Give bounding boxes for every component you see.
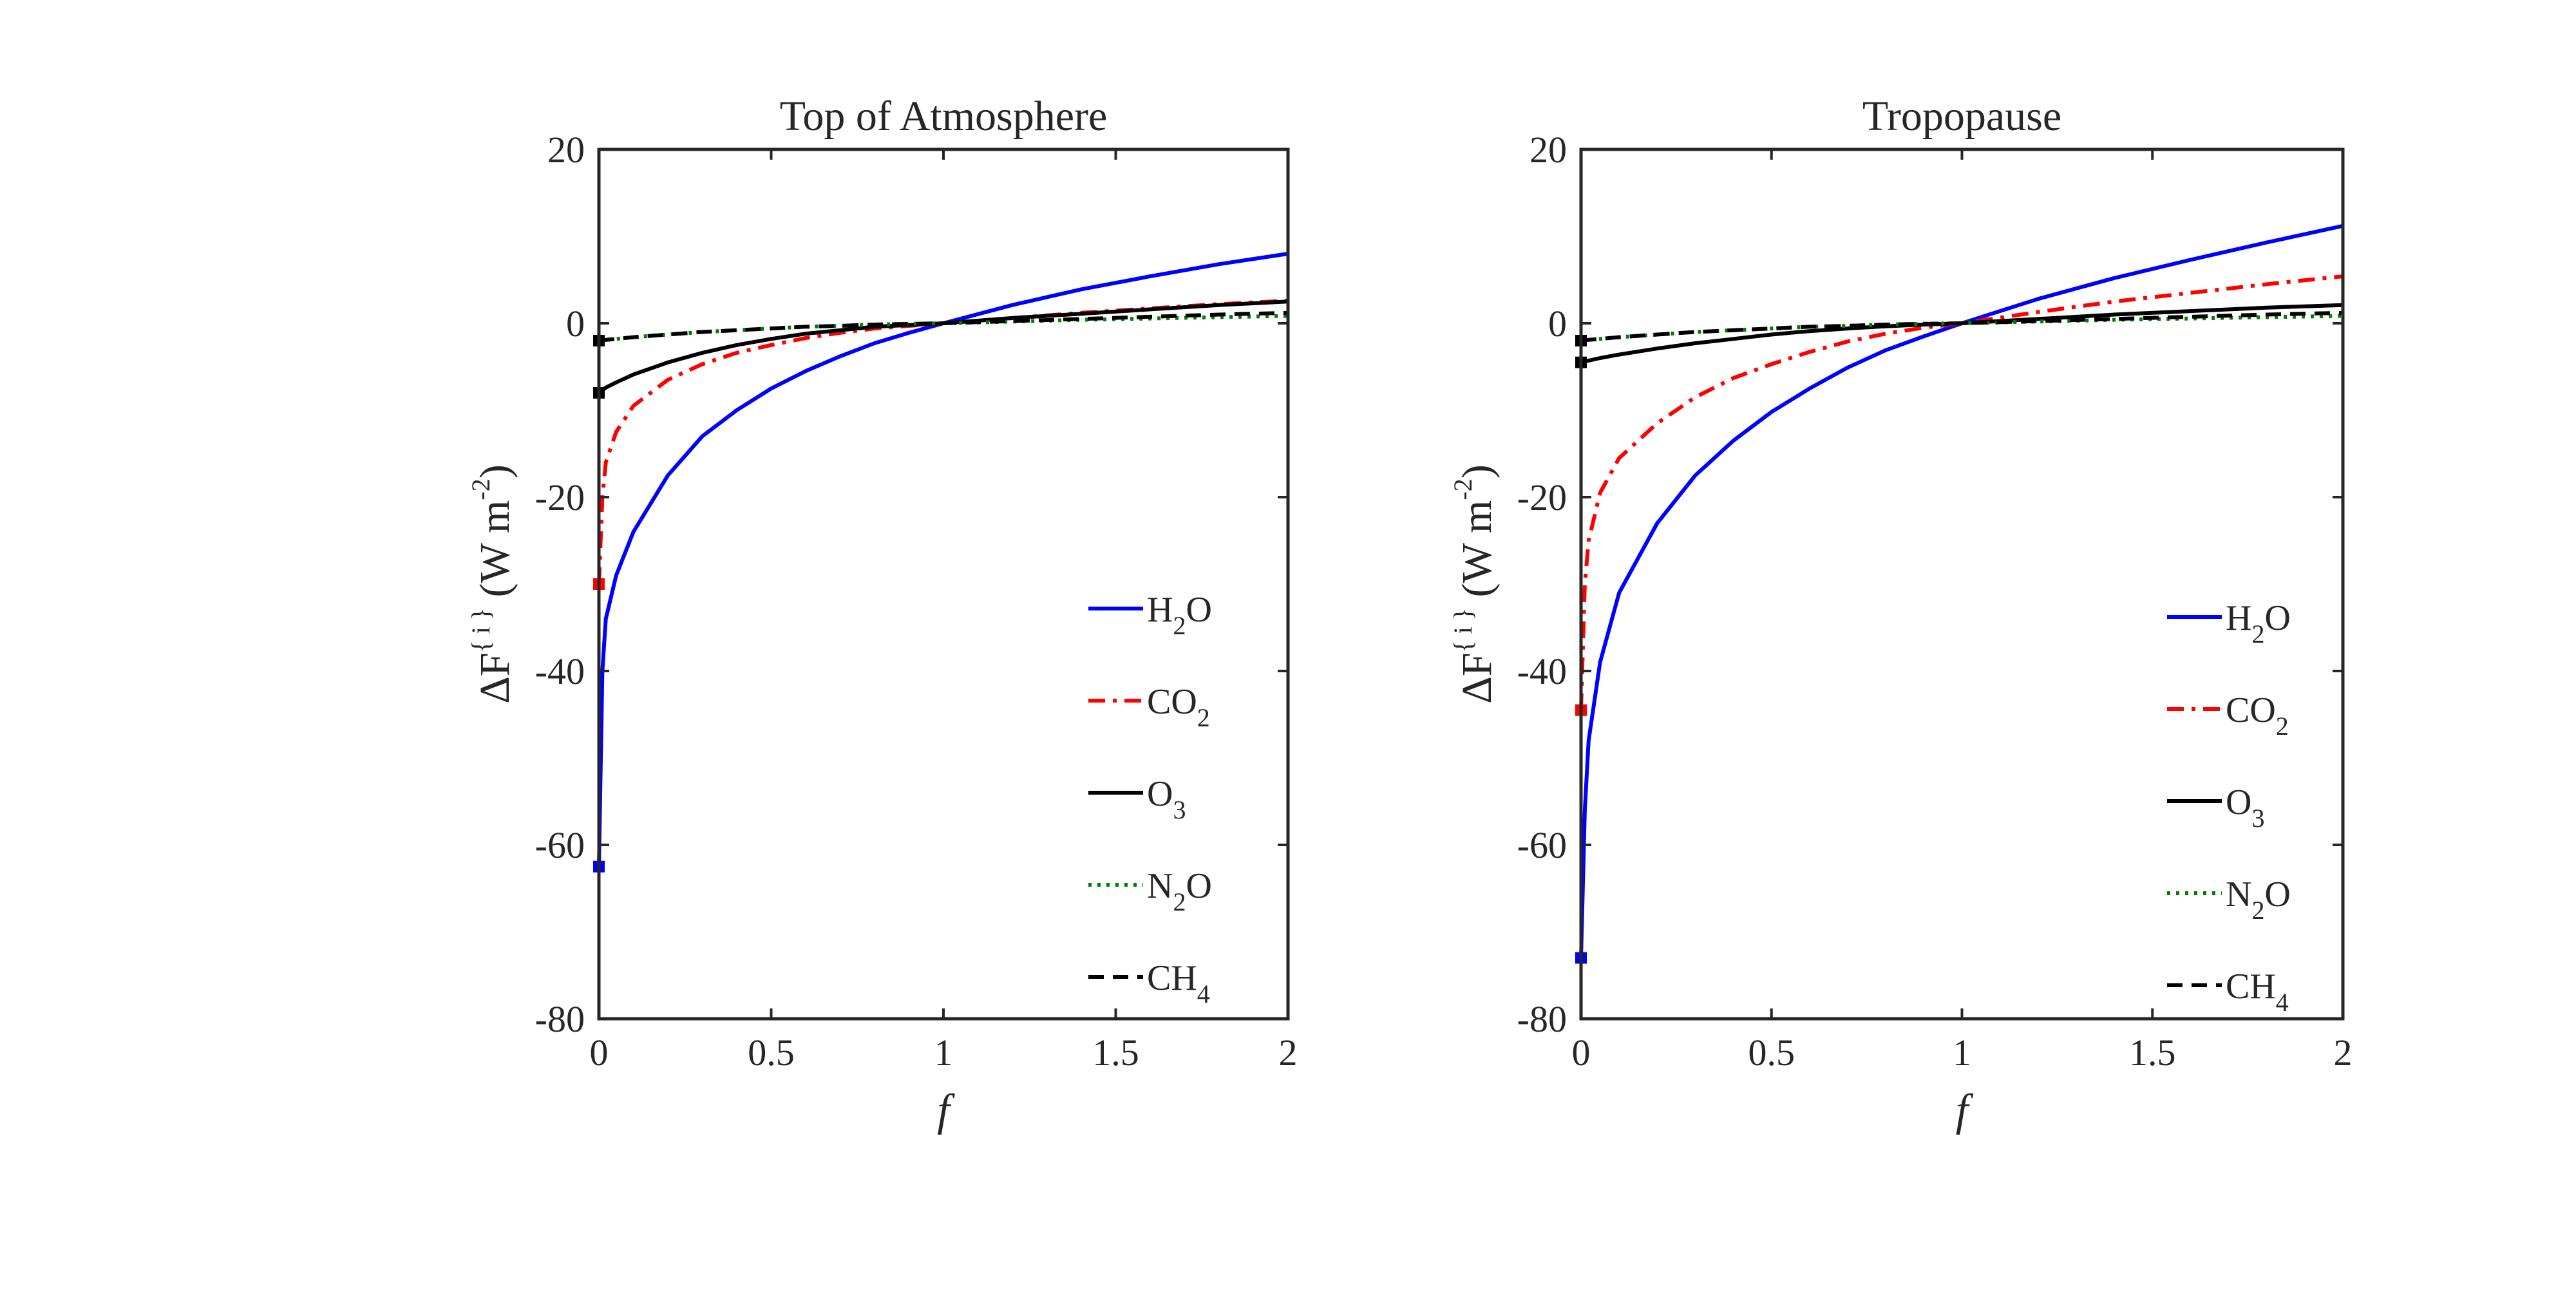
series-line-ch4: [598, 310, 1289, 343]
y-tick-label: -80: [1517, 998, 1567, 1040]
legend-label-n2o: N2O: [1147, 866, 1212, 916]
x-tick-label: 2: [2334, 1032, 2353, 1073]
y-tick-label: -60: [1517, 824, 1567, 866]
chart-panel-2: 0 0.5 1 1.5 2 20 0 -20 -40 -60 -80 Tropopause f ΔF{ i…: [1448, 93, 2353, 1135]
y-tick-label: 0: [566, 303, 585, 345]
y-tick-label: 0: [1548, 303, 1567, 345]
x-axis-label: f: [937, 1086, 955, 1135]
x-tick-label: 0.5: [748, 1032, 795, 1073]
x-tick-label: 2: [1279, 1032, 1298, 1073]
x-tick-label: 1: [1953, 1032, 1971, 1073]
series-line-h2o: [597, 252, 1289, 867]
y-tick-label: -20: [535, 477, 585, 518]
series-line-o3: [1580, 303, 2344, 364]
series-line-n2o: [598, 314, 1289, 343]
x-tick-label: 0: [590, 1032, 609, 1073]
chart-title: Top of Atmosphere: [780, 93, 1108, 140]
x-tick-label: 0.5: [1748, 1032, 1795, 1073]
x-tick-label: 0: [1572, 1032, 1591, 1073]
series-line-o3: [598, 299, 1289, 395]
legend-label-ch4: CH4: [1147, 958, 1210, 1008]
y-tick-label: -60: [535, 824, 585, 866]
series-line-n2o: [1580, 314, 2344, 343]
y-axis-label: ΔF{ i } (W m-2): [466, 464, 518, 703]
legend: H2O CO2 O3 N2O CH4: [1088, 590, 1212, 1008]
y-tick-label: -80: [535, 998, 585, 1040]
legend-label-co2: CO2: [1147, 682, 1210, 732]
legend-label-h2o: H2O: [2226, 598, 2291, 648]
series-line-h2o: [1579, 223, 2344, 958]
x-tick-label: 1: [934, 1032, 953, 1073]
series-line-co2: [1579, 274, 2344, 710]
y-tick-label: -20: [1517, 477, 1567, 518]
series-line-co2: [597, 298, 1289, 585]
legend-label-co2: CO2: [2226, 690, 2289, 741]
x-axis-label: f: [1956, 1086, 1974, 1135]
chart-panel-1: 0 0.5 1 1.5 2 20 0 -20 -40 -60 -80 Top of Atmospher…: [466, 93, 1298, 1135]
y-tick-label: -40: [1517, 650, 1567, 692]
legend-label-o3: O3: [1147, 774, 1186, 824]
y-axis-label: ΔF{ i } (W m-2): [1448, 464, 1501, 703]
x-tick-label: 1.5: [2129, 1032, 2176, 1073]
legend-label-n2o: N2O: [2226, 874, 2291, 925]
y-tick-label: 20: [547, 129, 585, 171]
series-line-ch4: [1580, 310, 2344, 343]
x-tick-label: 1.5: [1092, 1032, 1139, 1073]
chart-title: Tropopause: [1862, 93, 2061, 140]
y-tick-label: 20: [1530, 129, 1567, 171]
legend: H2O CO2 O3 N2O CH4: [2167, 598, 2291, 1017]
y-tick-label: -40: [535, 650, 585, 692]
legend-label-ch4: CH4: [2226, 967, 2289, 1017]
legend-label-h2o: H2O: [1147, 590, 1212, 640]
legend-label-o3: O3: [2226, 782, 2264, 833]
